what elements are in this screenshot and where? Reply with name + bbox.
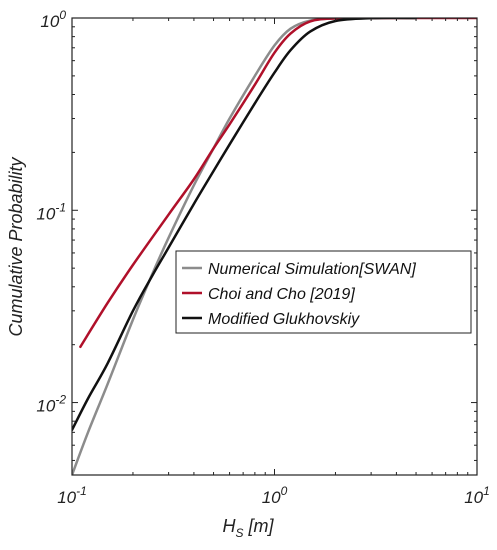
- y-tick-label: 10-2: [36, 393, 66, 416]
- x-axis-title-sub: S: [235, 526, 243, 540]
- legend-box: [175, 250, 472, 334]
- x-tick-base: 10: [464, 488, 483, 507]
- legend-entry-glukhovskiy: Modified Glukhovskiy: [182, 311, 360, 328]
- legend-entry-choi: Choi and Cho [2019]: [182, 286, 355, 303]
- y-tick-exponent: -2: [55, 393, 66, 407]
- x-tick-exponent: -1: [76, 484, 87, 498]
- series-line-glukhovskiy: [72, 18, 418, 432]
- x-tick-label: 10-1: [57, 484, 87, 507]
- y-tick-exponent: 0: [59, 8, 66, 22]
- y-axis-title: Cumulative Probability: [6, 156, 26, 336]
- x-axis-title-rest: [m]: [244, 516, 275, 536]
- x-tick-label: 101: [464, 484, 490, 507]
- y-tick-base: 10: [36, 397, 55, 416]
- axes-layer: [71, 17, 478, 476]
- legend-label-choi: Choi and Cho [2019]: [208, 286, 355, 303]
- legend-label-glukhovskiy: Modified Glukhovskiy: [208, 311, 360, 328]
- y-tick-label: 100: [40, 8, 66, 31]
- x-axis-title: HS [m]: [222, 516, 274, 540]
- x-tick-exponent: 1: [483, 484, 490, 498]
- x-axis-title-main: H: [222, 516, 236, 536]
- x-tick-base: 10: [262, 488, 281, 507]
- y-tick-exponent: -1: [55, 200, 66, 214]
- x-tick-exponent: 0: [281, 484, 288, 498]
- x-tick-base: 10: [57, 488, 76, 507]
- y-tick-base: 10: [36, 204, 55, 223]
- legend-label-swan: Numerical Simulation[SWAN]: [208, 261, 416, 278]
- y-tick-base: 10: [40, 12, 59, 31]
- plot-area: [72, 18, 477, 475]
- y-tick-label: 10-1: [36, 200, 66, 223]
- legend-entry-swan: Numerical Simulation[SWAN]: [182, 261, 416, 278]
- x-tick-label: 100: [262, 484, 288, 507]
- legend: Numerical Simulation[SWAN] Choi and Cho …: [175, 250, 472, 334]
